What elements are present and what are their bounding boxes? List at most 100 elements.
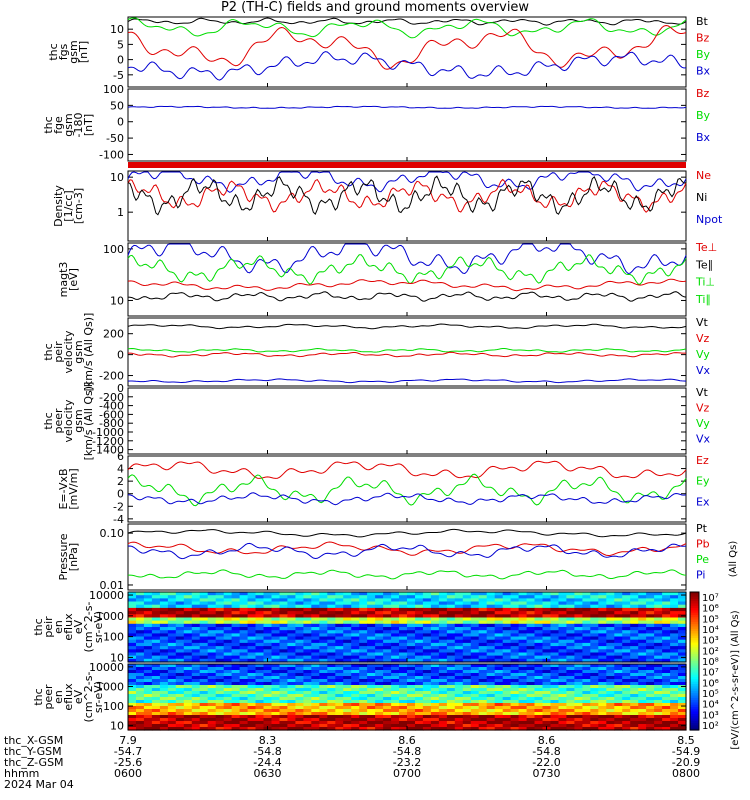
- spectrogram-cell: [662, 727, 671, 731]
- spectrogram-cell: [255, 670, 265, 674]
- y-tick-label: -1200: [92, 435, 124, 448]
- spectrogram-cell: [319, 636, 328, 641]
- spectrogram-cell: [558, 706, 568, 710]
- spectrogram-cell: [486, 670, 496, 674]
- spectrogram-cell: [239, 673, 249, 677]
- spectrogram-cell: [486, 658, 496, 663]
- spectrogram-cell: [678, 679, 687, 683]
- spectrogram-cell: [582, 676, 591, 680]
- spectrogram-cell: [598, 636, 607, 641]
- spectrogram-cell: [590, 667, 599, 671]
- spectrogram-cell: [606, 667, 615, 671]
- spectrogram-cell: [327, 688, 336, 692]
- y-tick-label: 0: [117, 382, 124, 395]
- spectrogram-cell: [351, 639, 360, 644]
- spectrogram-cell: [526, 627, 536, 631]
- spectrogram-cell: [143, 601, 153, 606]
- y-tick-label: 1000: [96, 610, 124, 623]
- spectrogram-cell: [159, 652, 169, 657]
- spectrogram-cell: [207, 664, 217, 668]
- spectrogram-cell: [622, 697, 631, 701]
- spectrogram-cell: [550, 724, 560, 728]
- spectrogram-cell: [462, 652, 472, 657]
- spectrogram-cell: [542, 649, 552, 654]
- spectrogram-cell: [239, 611, 249, 615]
- spectrogram-cell: [407, 685, 416, 689]
- spectrogram-cell: [295, 691, 304, 695]
- spectrogram-cell: [263, 636, 273, 641]
- y-tick-label: -400: [99, 400, 124, 413]
- spectrogram-cell: [494, 620, 504, 625]
- spectrogram-cell: [430, 706, 440, 710]
- spectrogram-cell: [319, 642, 328, 647]
- spectrogram-cell: [223, 652, 233, 657]
- spectrogram-cell: [606, 652, 615, 657]
- spectrogram-cell: [415, 694, 424, 698]
- footer-value: -23.2: [393, 756, 421, 769]
- spectrogram-cell: [670, 649, 679, 654]
- spectrogram-cell: [574, 607, 583, 612]
- spectrogram-cell: [375, 617, 384, 622]
- spectrogram-cell: [136, 646, 145, 650]
- spectrogram-cell: [391, 679, 400, 683]
- spectrogram-cell: [598, 676, 607, 680]
- spectrogram-cell: [582, 604, 591, 609]
- spectrogram-cell: [574, 718, 583, 722]
- spectrogram-cell: [478, 670, 488, 674]
- spectrogram-cell: [670, 655, 679, 660]
- spectrogram-cell: [646, 630, 655, 634]
- spectrogram-cell: [247, 636, 257, 641]
- spectrogram-cell: [534, 595, 544, 599]
- y-axis-label: en: [52, 690, 65, 704]
- colorbar-tick-label: 10³: [702, 636, 719, 647]
- spectrogram-cell: [662, 715, 671, 719]
- spectrogram-cell: [343, 636, 352, 641]
- spectrogram-cell: [407, 620, 416, 625]
- spectrogram-cell: [558, 685, 568, 689]
- spectrogram-cell: [454, 611, 464, 615]
- spectrogram-cell: [311, 655, 320, 660]
- spectrogram-cell: [486, 636, 496, 641]
- spectrogram-cell: [502, 688, 512, 692]
- y-tick-label: 1: [117, 206, 124, 219]
- spectrogram-cell: [478, 592, 488, 596]
- spectrogram-cell: [510, 706, 520, 710]
- series-line: [127, 460, 687, 479]
- spectrogram-cell: [159, 721, 169, 725]
- spectrogram-cell: [128, 676, 137, 680]
- spectrogram-cell: [175, 700, 185, 704]
- spectrogram-cell: [494, 642, 504, 647]
- spectrogram-cell: [590, 611, 599, 615]
- spectrogram-cell: [478, 617, 488, 622]
- spectrogram-cell: [614, 670, 623, 674]
- spectrogram-cell: [454, 649, 464, 654]
- spectrogram-cell: [319, 646, 328, 650]
- spectrogram-cell: [550, 727, 560, 731]
- spectrogram-cell: [143, 721, 153, 725]
- spectrogram-cell: [598, 604, 607, 609]
- spectrogram-cell: [654, 715, 663, 719]
- spectrogram-cell: [143, 642, 153, 647]
- spectrogram-cell: [614, 694, 623, 698]
- spectrogram-cell: [271, 679, 281, 683]
- spectrogram-cell: [678, 712, 687, 716]
- spectrogram-cell: [383, 709, 392, 713]
- spectrogram-cell: [454, 652, 464, 657]
- spectrogram-cell: [486, 598, 496, 603]
- spectrogram-cell: [574, 727, 583, 731]
- spectrogram-cell: [279, 721, 289, 725]
- spectrogram-cell: [231, 706, 241, 710]
- spectrogram-cell: [638, 715, 647, 719]
- spectrogram-cell: [295, 639, 304, 644]
- y-tick-label: 5: [117, 38, 124, 51]
- spectrogram-cell: [343, 658, 352, 663]
- spectrogram-cell: [415, 676, 424, 680]
- spectrogram-cell: [606, 601, 615, 606]
- spectrogram-cell: [415, 688, 424, 692]
- spectrogram-cell: [327, 617, 336, 622]
- spectrogram-cell: [191, 715, 201, 719]
- spectrogram-cell: [311, 673, 320, 677]
- spectrogram-cell: [430, 627, 440, 631]
- spectrogram-cell: [614, 709, 623, 713]
- spectrogram-cell: [478, 598, 488, 603]
